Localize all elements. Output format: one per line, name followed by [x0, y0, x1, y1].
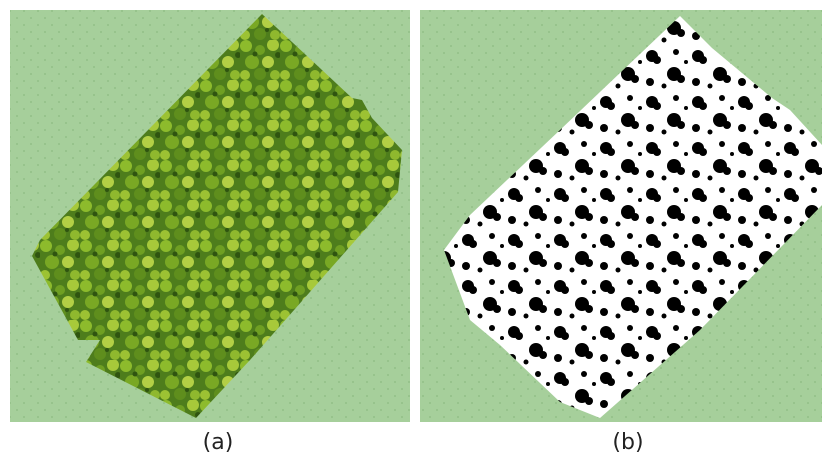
figure: (a) (b) — [0, 0, 823, 457]
caption: (b) — [612, 430, 643, 455]
caption: (a) — [203, 430, 234, 455]
